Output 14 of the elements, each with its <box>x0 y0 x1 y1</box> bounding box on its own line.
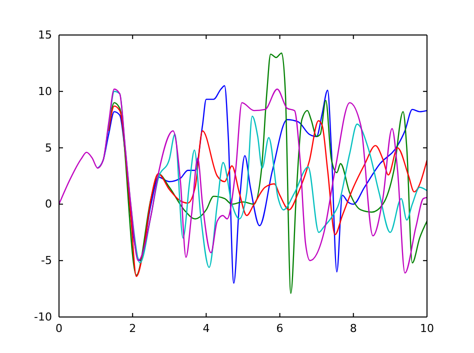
x-tick-label: 10 <box>420 322 434 335</box>
y-tick-label: -10 <box>34 310 52 324</box>
y-tick-label: -5 <box>41 254 52 268</box>
line-series <box>108 105 428 277</box>
x-tick-label: 4 <box>202 322 210 335</box>
x-tick-label: 8 <box>350 322 357 335</box>
y-tick-label: 10 <box>38 84 52 98</box>
x-tick-label: 6 <box>276 322 284 335</box>
x-tick-label: 0 <box>56 322 62 335</box>
y-tick-label: 0 <box>45 198 52 211</box>
y-tick-label: 5 <box>45 141 52 154</box>
x-tick-label: 2 <box>129 322 136 335</box>
line-series <box>108 52 428 294</box>
y-tick-label: 15 <box>38 28 52 42</box>
